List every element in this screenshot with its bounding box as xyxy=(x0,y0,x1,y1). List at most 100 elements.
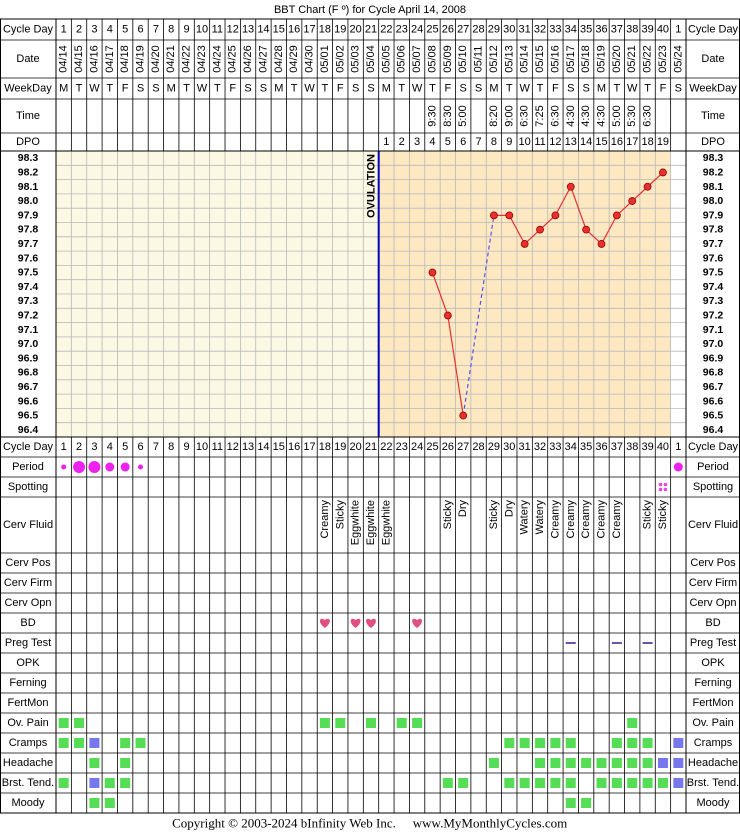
dates-cell: 04/14 xyxy=(58,45,70,73)
symptom-mark xyxy=(535,778,546,788)
symptom-mark xyxy=(550,758,561,768)
symptom-mark xyxy=(58,778,69,788)
dates-cell: 04/16 xyxy=(88,45,100,73)
cycle-days-cell: 8 xyxy=(168,24,174,36)
symptom-mark xyxy=(642,758,653,768)
cerv-fluid-text: Sticky xyxy=(488,500,500,530)
dpo-cell: 18 xyxy=(641,136,653,148)
weekdays-cell: W xyxy=(627,83,638,95)
cerv-fluid-text: Sticky xyxy=(442,500,454,530)
row-label: 97.1 xyxy=(703,324,724,336)
dates-cell: 05/01 xyxy=(319,45,331,73)
dates-cell: 05/23 xyxy=(657,45,669,73)
cycle-days-cell: 16 xyxy=(288,24,300,36)
cycle-days-cell: 37 xyxy=(611,24,623,36)
cycle-days-cell: 28 xyxy=(472,441,484,453)
period-mark xyxy=(73,461,86,473)
cycle-days-cell: 23 xyxy=(396,441,408,453)
cerv-fluid-text: Sticky xyxy=(642,500,654,530)
cycle-days-cell: 1 xyxy=(675,24,681,36)
cycle-days-cell: 38 xyxy=(626,441,638,453)
weekdays-cell: S xyxy=(475,83,482,95)
website: www.MyMonthlyCycles.com xyxy=(413,816,567,831)
symptom-mark xyxy=(442,778,453,788)
symptom-mark xyxy=(504,738,515,748)
cycle-days-cell: 35 xyxy=(580,24,592,36)
row-label: 97.8 xyxy=(18,224,39,236)
cycle-days-cell: 9 xyxy=(184,441,190,453)
cycle-days-cell: 31 xyxy=(519,441,531,453)
temperature-point xyxy=(551,211,560,220)
cycle-days-cell: 9 xyxy=(184,24,190,36)
cycle-days-cell: 22 xyxy=(380,24,392,36)
dates-cell: 04/20 xyxy=(150,45,162,73)
row-label: 96.9 xyxy=(703,352,724,364)
row-label: Time xyxy=(16,110,40,122)
spotting-dot xyxy=(658,482,663,487)
row-label: 97.2 xyxy=(703,309,724,321)
times-cell: 5:00 xyxy=(457,105,469,126)
row-label: 97.3 xyxy=(18,295,39,307)
times-cell: 5:30 xyxy=(626,105,638,126)
dates-cell: 04/30 xyxy=(304,45,316,73)
dates-cell: 05/04 xyxy=(365,45,377,73)
cycle-days-cell: 15 xyxy=(273,24,285,36)
cycle-days-cell: 13 xyxy=(242,24,254,36)
dpo-cell: 16 xyxy=(611,136,623,148)
symptom-mark xyxy=(120,738,131,748)
dates-cell: 04/29 xyxy=(288,45,300,73)
cycle-days-cell: 23 xyxy=(396,24,408,36)
row-label: DPO xyxy=(701,136,725,148)
period-mark xyxy=(138,464,144,470)
cerv-fluid-text: Eggwhite xyxy=(350,500,362,545)
dpo-cell: 19 xyxy=(657,136,669,148)
symptom-mark xyxy=(396,718,407,728)
dpo-cell: 14 xyxy=(580,136,592,148)
cycle-days-cell: 1 xyxy=(61,24,67,36)
temperature-point xyxy=(566,182,575,191)
symptom-mark xyxy=(58,718,69,728)
cycle-days-cell: 8 xyxy=(168,441,174,453)
cerv-fluid-text: Creamy xyxy=(565,500,577,539)
row-label: 97.9 xyxy=(703,209,724,221)
row-label: Cerv Fluid xyxy=(688,519,738,531)
weekdays-cell: M xyxy=(597,83,606,95)
row-label: 97.8 xyxy=(703,224,724,236)
dates-cell: 05/20 xyxy=(611,45,623,73)
row-label: 96.7 xyxy=(18,381,39,393)
cycle-days-cell: 18 xyxy=(319,441,331,453)
row-label: 97.7 xyxy=(703,238,724,250)
row-label: 97.2 xyxy=(18,309,39,321)
weekdays-cell: S xyxy=(260,83,267,95)
cycle-days-cell: 18 xyxy=(319,24,331,36)
cerv-fluid-text: Dry xyxy=(457,500,469,518)
cycle-days-cell: 17 xyxy=(303,24,315,36)
dpo-cell: 12 xyxy=(549,136,561,148)
cycle-days-cell: 34 xyxy=(565,24,577,36)
ovulation-label: OVULATION xyxy=(366,154,378,218)
row-label: Cerv Firm xyxy=(4,577,52,589)
dates-cell: 05/13 xyxy=(503,45,515,73)
row-label: Cerv Pos xyxy=(5,557,51,569)
cycle-days-cell: 15 xyxy=(273,441,285,453)
cycle-days-cell: 25 xyxy=(426,441,438,453)
spotting-mark xyxy=(658,482,668,492)
temperature-point xyxy=(428,268,437,277)
cycle-days-cell: 14 xyxy=(257,441,269,453)
dpo-cell: 10 xyxy=(519,136,531,148)
weekdays-cell: T xyxy=(537,83,544,95)
row-label: 97.0 xyxy=(703,338,724,350)
period-mark xyxy=(120,462,130,472)
symptom-mark xyxy=(642,738,653,748)
temperature-point xyxy=(582,225,591,234)
symptom-mark xyxy=(89,738,100,748)
row-label: 98.2 xyxy=(18,166,39,178)
row-label: BD xyxy=(705,617,720,629)
times-cell: 8:20 xyxy=(488,105,500,126)
weekdays-cell: T xyxy=(322,83,329,95)
row-label: 96.7 xyxy=(703,381,724,393)
dpo-cell: 7 xyxy=(475,136,481,148)
period-mark xyxy=(61,464,67,470)
cycle-days-cell: 27 xyxy=(457,441,469,453)
weekdays-cell: W xyxy=(89,83,100,95)
